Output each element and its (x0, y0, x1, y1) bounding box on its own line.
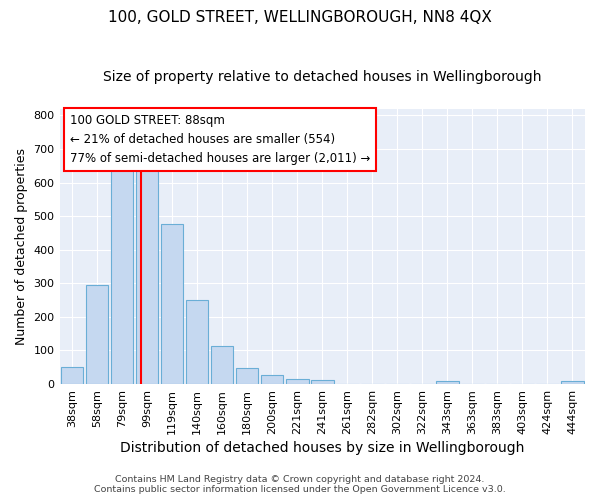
Bar (86, 285, 109, 384)
Bar (186, 300, 208, 384)
Bar (111, 166, 133, 384)
Bar (136, 162, 158, 384)
Y-axis label: Number of detached properties: Number of detached properties (15, 148, 28, 345)
Bar (261, 374, 283, 384)
Text: Contains HM Land Registry data © Crown copyright and database right 2024.: Contains HM Land Registry data © Crown c… (115, 475, 485, 484)
Text: 100, GOLD STREET, WELLINGBOROUGH, NN8 4QX: 100, GOLD STREET, WELLINGBOROUGH, NN8 4Q… (108, 10, 492, 25)
Text: Contains public sector information licensed under the Open Government Licence v3: Contains public sector information licen… (94, 485, 506, 494)
Bar (311, 380, 334, 384)
Bar (161, 224, 184, 384)
Text: 100 GOLD STREET: 88sqm
← 21% of detached houses are smaller (554)
77% of semi-de: 100 GOLD STREET: 88sqm ← 21% of detached… (70, 114, 370, 166)
Bar (236, 368, 259, 384)
X-axis label: Distribution of detached houses by size in Wellingborough: Distribution of detached houses by size … (120, 441, 524, 455)
Bar (61, 368, 83, 384)
Title: Size of property relative to detached houses in Wellingborough: Size of property relative to detached ho… (103, 70, 542, 84)
Bar (561, 382, 584, 384)
Bar (211, 346, 233, 384)
Bar (286, 379, 308, 384)
Bar (436, 380, 458, 384)
